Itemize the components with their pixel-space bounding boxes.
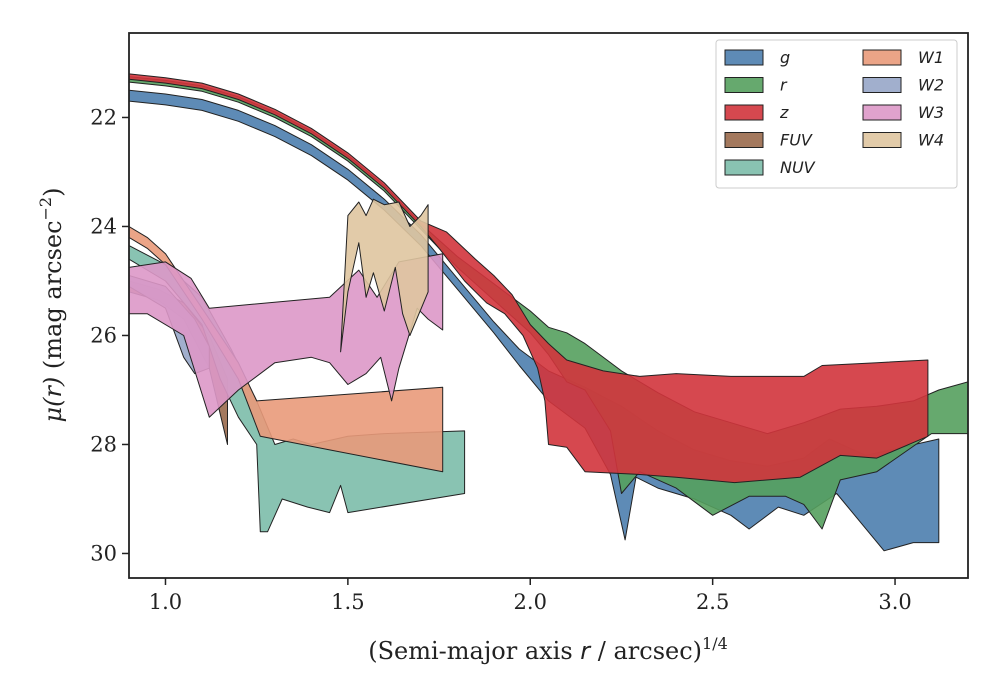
x-tick-label: 2.5: [696, 590, 729, 614]
y-tick-label: 30: [90, 541, 117, 565]
x-axis: 1.0 1.5 2.0 2.5 3.0: [149, 578, 912, 614]
x-tick-label: 1.5: [331, 590, 364, 614]
legend-swatch-r: [724, 77, 764, 93]
legend-swatch-z: [724, 104, 764, 121]
legend-label-fuv: FUV: [780, 131, 813, 150]
legend-label-nuv: NUV: [780, 158, 816, 177]
y-tick-label: 28: [90, 432, 117, 456]
legend-swatch-w4: [862, 132, 902, 148]
x-tick-label: 3.0: [878, 590, 911, 614]
legend-label-w2: W2: [918, 76, 944, 95]
legend-swatch-fuv: [724, 132, 764, 148]
legend-label-r: r: [780, 76, 788, 95]
y-tick-label: 24: [90, 214, 117, 238]
legend-label-z: z: [779, 103, 789, 122]
legend-label-w4: W4: [918, 131, 944, 150]
band-z: [129, 73, 929, 484]
x-axis-label: (Semi-major axis r / arcsec)1/4: [368, 634, 728, 665]
y-axis-label: μ(r) (mag arcsec−2): [36, 188, 67, 423]
legend: grz FUV NUV W1 W2 W3 W4: [715, 39, 958, 189]
band-w4: [340, 198, 429, 353]
y-axis: 22 24 26 28 30: [90, 105, 129, 565]
x-tick-label: 2.0: [514, 590, 547, 614]
legend-swatch-w2: [862, 77, 902, 93]
band-w3: [129, 253, 444, 418]
y-tick-label: 22: [90, 105, 117, 129]
legend-swatch-nuv: [724, 159, 764, 176]
plot-frame: [128, 32, 969, 579]
legend-swatch-w1: [862, 49, 902, 66]
series-bands: [129, 73, 968, 552]
y-tick-label: 26: [90, 323, 117, 347]
legend-swatch-g: [724, 49, 764, 66]
legend-label-w3: W3: [918, 103, 944, 122]
legend-label-w1: W1: [918, 48, 944, 67]
x-tick-label: 1.0: [149, 590, 182, 614]
legend-swatch-w3: [862, 104, 902, 121]
legend-label-g: g: [780, 48, 790, 67]
